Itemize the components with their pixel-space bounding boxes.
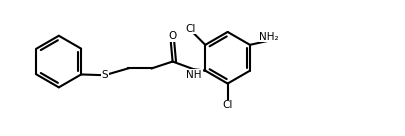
Text: S: S	[101, 70, 108, 80]
Text: NH: NH	[186, 70, 201, 80]
Text: O: O	[168, 31, 176, 41]
Text: NH₂: NH₂	[258, 32, 278, 41]
Text: Cl: Cl	[185, 24, 196, 34]
Text: Cl: Cl	[222, 100, 232, 110]
